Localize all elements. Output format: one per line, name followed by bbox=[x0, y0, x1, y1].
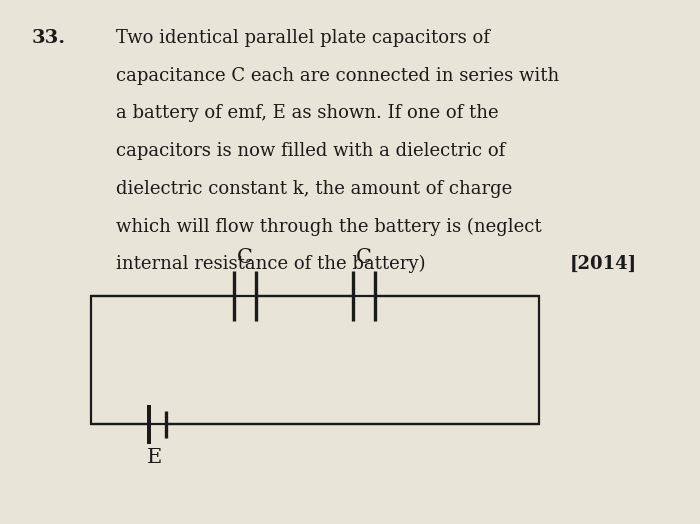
Text: [2014]: [2014] bbox=[570, 255, 637, 273]
Text: a battery of emf, E as shown. If one of the: a battery of emf, E as shown. If one of … bbox=[116, 104, 498, 122]
Text: 33.: 33. bbox=[32, 29, 66, 47]
Text: C: C bbox=[237, 248, 253, 267]
Text: internal resistance of the battery): internal resistance of the battery) bbox=[116, 255, 425, 274]
Text: capacitors is now filled with a dielectric of: capacitors is now filled with a dielectr… bbox=[116, 142, 505, 160]
Text: capacitance C each are connected in series with: capacitance C each are connected in seri… bbox=[116, 67, 559, 84]
Text: dielectric constant k, the amount of charge: dielectric constant k, the amount of cha… bbox=[116, 180, 512, 198]
Text: which will flow through the battery is (neglect: which will flow through the battery is (… bbox=[116, 217, 541, 236]
Text: E: E bbox=[146, 448, 162, 467]
Text: Two identical parallel plate capacitors of: Two identical parallel plate capacitors … bbox=[116, 29, 489, 47]
Text: C: C bbox=[356, 248, 372, 267]
